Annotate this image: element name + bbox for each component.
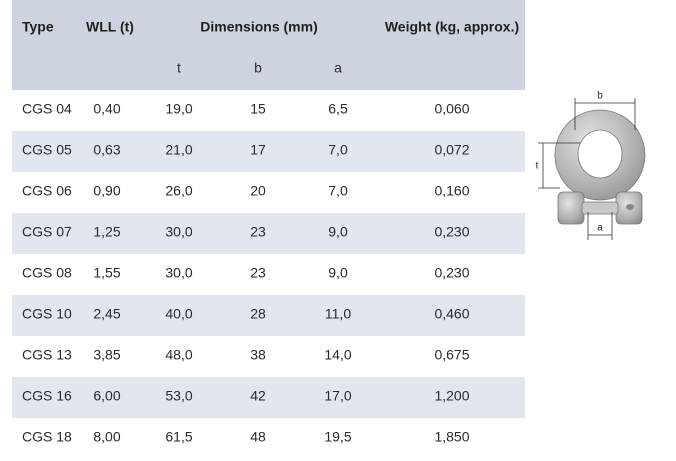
cell: 53,0 bbox=[165, 388, 192, 404]
cell: 30,0 bbox=[165, 265, 192, 281]
cell: 7,0 bbox=[328, 142, 348, 158]
cell: 0,90 bbox=[93, 183, 120, 199]
cell: 9,0 bbox=[328, 224, 348, 240]
cell: 9,0 bbox=[328, 265, 348, 281]
cell: 1,55 bbox=[93, 265, 120, 281]
cell: 20 bbox=[250, 183, 266, 199]
cell: 1,25 bbox=[93, 224, 120, 240]
cell: CGS 07 bbox=[22, 224, 72, 240]
cell: CGS 05 bbox=[22, 142, 72, 158]
cell: 30,0 bbox=[165, 224, 192, 240]
header-weight: Weight (kg, approx.) bbox=[385, 19, 519, 35]
cell: CGS 13 bbox=[22, 347, 72, 363]
dim-label: b bbox=[597, 91, 603, 102]
cell: 0,060 bbox=[434, 101, 469, 117]
cell: CGS 08 bbox=[22, 265, 72, 281]
cell: 0,460 bbox=[434, 306, 469, 322]
cell: CGS 18 bbox=[22, 429, 72, 445]
cell: 11,0 bbox=[325, 306, 351, 322]
cell: 0,230 bbox=[434, 265, 469, 281]
row-bg bbox=[12, 213, 525, 254]
cell: 40,0 bbox=[165, 306, 192, 322]
cell: 7,0 bbox=[328, 183, 348, 199]
header-sub: a bbox=[334, 60, 342, 76]
cell: 1,850 bbox=[434, 429, 469, 445]
table-body: CGS 04 0,40 19,0 15 6,5 0,060 CGS 05 0,63 21,0 17… bbox=[12, 101, 525, 445]
cell: 6,5 bbox=[328, 101, 348, 117]
cell: 2,45 bbox=[93, 306, 120, 322]
cell: 0,63 bbox=[93, 142, 120, 158]
cell: 19,5 bbox=[324, 429, 351, 445]
cell: 21,0 bbox=[165, 142, 192, 158]
cell: 42 bbox=[250, 388, 266, 404]
cell: 38 bbox=[250, 347, 266, 363]
row-bg bbox=[12, 131, 525, 172]
cell: CGS 16 bbox=[22, 388, 72, 404]
cell: 8,00 bbox=[93, 429, 120, 445]
cell: 48,0 bbox=[165, 347, 192, 363]
cell: CGS 10 bbox=[22, 306, 72, 322]
shackle-figure: b t a bbox=[536, 91, 646, 240]
row-bg bbox=[12, 377, 525, 418]
cell: 15 bbox=[250, 101, 266, 117]
dim-label: t bbox=[536, 161, 539, 172]
cell: 28 bbox=[250, 306, 266, 322]
header-sub: t bbox=[177, 60, 181, 76]
cell: 3,85 bbox=[93, 347, 120, 363]
header-type: Type bbox=[22, 19, 54, 35]
cell: 0,230 bbox=[434, 224, 469, 240]
row-bg bbox=[12, 295, 525, 336]
cell: 1,200 bbox=[434, 388, 469, 404]
header-bg bbox=[12, 0, 525, 90]
cell: 61,5 bbox=[165, 429, 192, 445]
cell: 0,675 bbox=[434, 347, 469, 363]
cell: 0,160 bbox=[434, 183, 469, 199]
header-wll: WLL (t) bbox=[86, 19, 134, 35]
cell: 6,00 bbox=[93, 388, 120, 404]
cell: 26,0 bbox=[165, 183, 192, 199]
cell: 14,0 bbox=[324, 347, 351, 363]
cell: 17 bbox=[250, 142, 266, 158]
cell: 19,0 bbox=[165, 101, 192, 117]
cell: 17,0 bbox=[324, 388, 351, 404]
cell: 23 bbox=[250, 224, 266, 240]
cell: 23 bbox=[250, 265, 266, 281]
header-dimensions: Dimensions (mm) bbox=[200, 19, 317, 35]
cell: 0,40 bbox=[93, 101, 120, 117]
dim-label: a bbox=[597, 223, 603, 234]
cell: 48 bbox=[250, 429, 266, 445]
cell: CGS 04 bbox=[22, 101, 72, 117]
header-sub: b bbox=[254, 60, 262, 76]
cell: CGS 06 bbox=[22, 183, 72, 199]
cell: 0,072 bbox=[434, 142, 469, 158]
